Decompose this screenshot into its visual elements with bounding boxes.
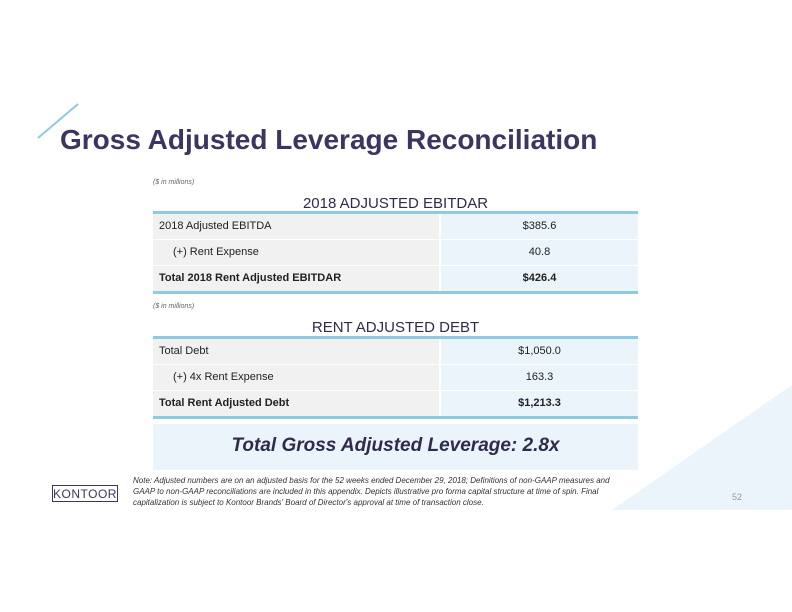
page-title: Gross Adjusted Leverage Reconciliation — [60, 124, 598, 155]
table-row: (+) Rent Expense 40.8 — [153, 240, 638, 266]
debt-table: Total Debt $1,050.0 (+) 4x Rent Expense 16… — [153, 336, 638, 419]
debt-header: RENT ADJUSTED DEBT — [311, 319, 480, 336]
row-value: $1,050.0 — [441, 339, 638, 364]
kontoor-logo: KONTOOR — [52, 485, 118, 502]
row-value: 163.3 — [441, 365, 638, 390]
row-value: $426.4 — [441, 266, 638, 291]
row-label: (+) Rent Expense — [153, 240, 441, 265]
ebitdar-header: 2018 ADJUSTED EBITDAR — [302, 195, 489, 212]
row-label: (+) 4x Rent Expense — [153, 365, 441, 390]
row-value: $1,213.3 — [441, 391, 638, 416]
table-row: 2018 Adjusted EBITDA $385.6 — [153, 214, 638, 240]
unit-note: ($ in millions) — [153, 179, 195, 186]
unit-note: ($ in millions) — [153, 303, 195, 310]
row-label: Total Rent Adjusted Debt — [153, 391, 441, 416]
table-row: Total 2018 Rent Adjusted EBITDAR $426.4 — [153, 266, 638, 291]
row-value: 40.8 — [441, 240, 638, 265]
table-row: Total Rent Adjusted Debt $1,213.3 — [153, 391, 638, 416]
table-row: (+) 4x Rent Expense 163.3 — [153, 365, 638, 391]
accent-line — [37, 103, 79, 139]
corner-triangle — [612, 385, 792, 510]
total-leverage: Total Gross Adjusted Leverage: 2.8x — [153, 424, 638, 470]
page-number: 52 — [732, 492, 743, 502]
row-value: $385.6 — [441, 214, 638, 239]
row-label: Total Debt — [153, 339, 441, 364]
row-label: 2018 Adjusted EBITDA — [153, 214, 441, 239]
table-row: Total Debt $1,050.0 — [153, 339, 638, 365]
row-label: Total 2018 Rent Adjusted EBITDAR — [153, 266, 441, 291]
ebitdar-table: 2018 Adjusted EBITDA $385.6 (+) Rent Expe… — [153, 211, 638, 294]
footnote: Note: Adjusted numbers are on an adjuste… — [133, 476, 610, 507]
